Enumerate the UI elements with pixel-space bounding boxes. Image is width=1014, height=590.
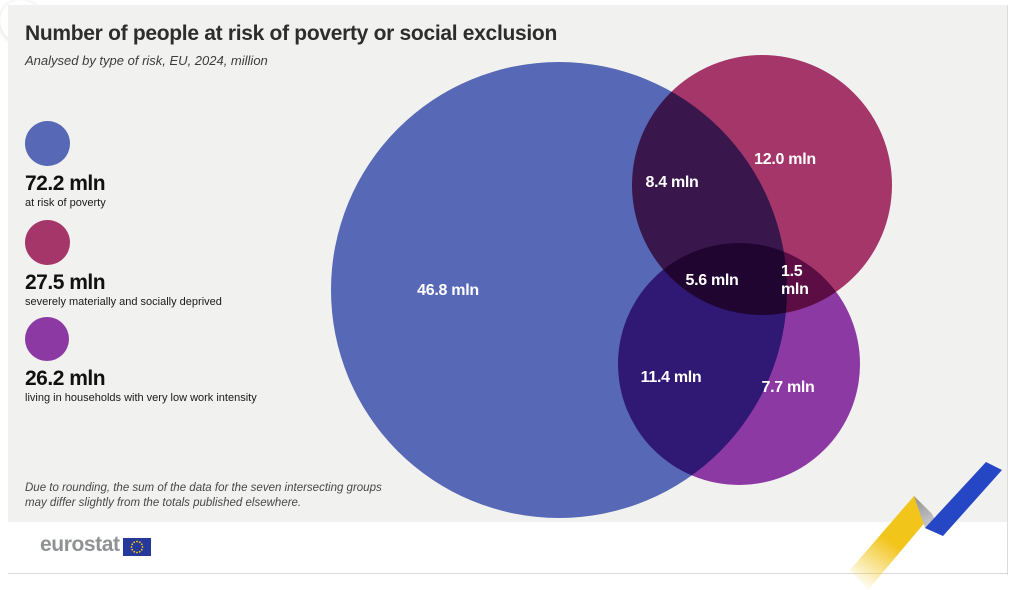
card-right-border: [1007, 5, 1008, 575]
legend-value-deprived: 27.5 mln: [25, 271, 106, 294]
yellow-ribbon: [850, 496, 932, 590]
card-bottom-border: [8, 573, 1008, 574]
legend-item-deprived: 27.5 mln severely materially and sociall…: [25, 220, 222, 309]
legend-swatch-poverty: [25, 121, 70, 166]
venn-label-poverty-only: 46.8 mln: [417, 282, 479, 299]
page-subtitle: Analysed by type of risk, EU, 2024, mill…: [25, 53, 268, 68]
legend-swatch-deprived: [25, 220, 70, 265]
footer-strip: [8, 522, 1007, 573]
blue-ribbon: [925, 462, 1002, 536]
legend-label-deprived: severely materially and socially deprive…: [25, 296, 222, 309]
page-title: Number of people at risk of poverty or s…: [25, 22, 557, 45]
circle-low-work-intensity: [618, 243, 860, 485]
venn-label-deprived-only: 12.0 mln: [754, 151, 816, 168]
legend-label-low-work: living in households with very low work …: [25, 392, 257, 405]
footnote-line-2: may differ slightly from the totals publ…: [25, 496, 302, 509]
footnote-line-1: Due to rounding, the sum of the data for…: [25, 482, 382, 494]
legend-value-low-work: 26.2 mln: [25, 367, 106, 390]
trend-arrow-decoration: [850, 462, 1002, 590]
venn-label-poverty-lowwork: 11.4 mln: [640, 369, 702, 386]
venn-label-lowwork-only: 7.7 mln: [761, 379, 815, 396]
legend-value-poverty: 72.2 mln: [25, 172, 106, 195]
circle-severely-deprived: [632, 55, 892, 315]
venn-label-poverty-deprived: 8.4 mln: [645, 174, 699, 191]
legend-label-poverty: at risk of poverty: [25, 197, 106, 210]
eurostat-wordmark: eurostat: [40, 533, 120, 556]
legend-item-poverty: 72.2 mln at risk of poverty: [25, 121, 106, 210]
eurostat-logo[interactable]: eurostat: [40, 533, 151, 557]
footnote: Due to rounding, the sum of the data for…: [25, 481, 382, 511]
venn-label-deprived-lowwork: 1.5 mln: [781, 263, 809, 298]
legend-swatch-low-work: [25, 317, 69, 361]
venn-label-all-three: 5.6 mln: [685, 272, 739, 289]
eu-flag-icon: [122, 537, 151, 556]
legend-item-low-work: 26.2 mln living in households with very …: [25, 317, 257, 405]
